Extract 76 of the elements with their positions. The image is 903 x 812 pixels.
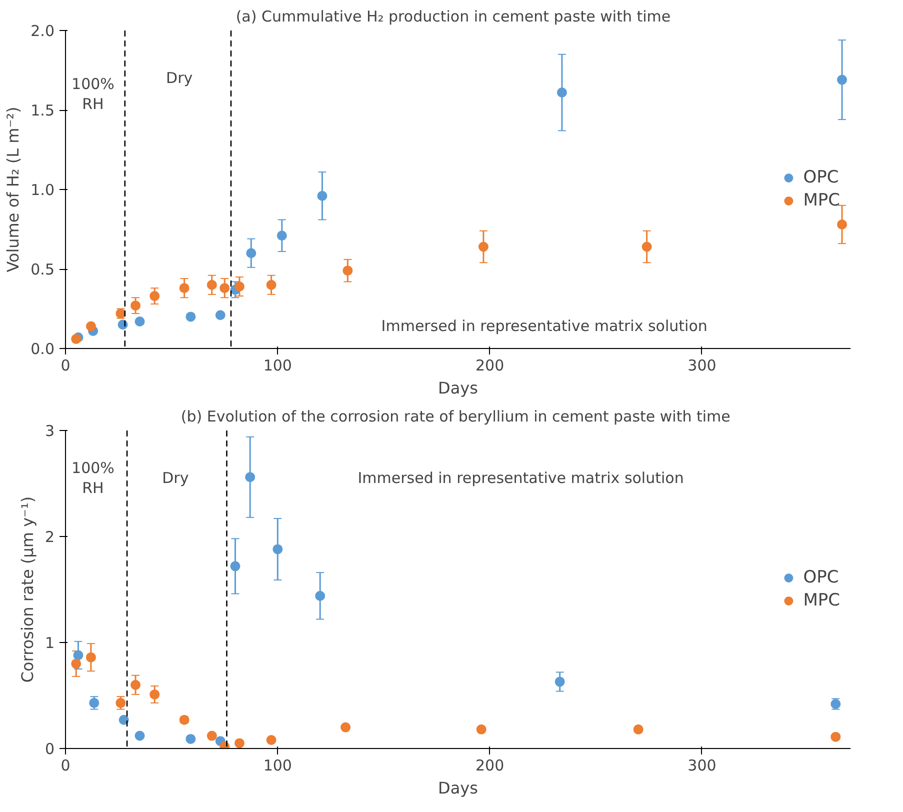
- point: [86, 321, 96, 332]
- point: [179, 283, 190, 294]
- point: [315, 590, 326, 601]
- point: [830, 732, 841, 742]
- point: [476, 724, 486, 734]
- y-axis-title: Volume of H₂ (L m⁻²): [4, 106, 23, 272]
- point: [150, 291, 160, 302]
- x-tick-label: 100: [263, 356, 292, 374]
- point: [234, 738, 244, 748]
- point: [230, 561, 240, 572]
- point: [89, 698, 100, 708]
- point: [234, 282, 244, 292]
- point: [245, 472, 256, 482]
- y-tick-label: 0.0: [30, 340, 55, 358]
- point: [134, 316, 145, 326]
- x-axis-title: Days: [438, 778, 478, 798]
- point: [478, 242, 488, 252]
- point: [554, 676, 565, 687]
- point: [118, 320, 128, 330]
- point: [342, 266, 353, 276]
- annotation: 100% RH: [72, 75, 114, 114]
- point: [272, 544, 283, 554]
- point: [206, 280, 217, 290]
- x-tick-label: 300: [688, 356, 716, 374]
- point: [73, 650, 84, 660]
- point: [186, 312, 196, 322]
- chart-title: (b) Evolution of the corrosion rate of beryllium in cement paste with time: [180, 408, 730, 426]
- chart-title: (a) Cummulative H₂ production in cement paste with time: [236, 8, 671, 26]
- point: [266, 280, 276, 290]
- x-tick-label: 0: [60, 356, 70, 374]
- x-tick-label: 200: [476, 356, 504, 374]
- point: [130, 300, 141, 311]
- point: [215, 310, 226, 320]
- point: [642, 242, 652, 252]
- y-tick-label: 1.0: [30, 181, 55, 199]
- point: [186, 734, 196, 744]
- legend-label: OPC: [803, 568, 839, 588]
- x-tick-label: 200: [476, 756, 504, 774]
- x-tick-label: 0: [60, 756, 70, 774]
- point: [246, 248, 256, 258]
- y-tick-label: 0.5: [30, 260, 55, 278]
- legend-label: OPC: [803, 168, 839, 188]
- x-axis-title: Days: [438, 378, 478, 398]
- y-tick-label: 0: [44, 740, 55, 758]
- point: [633, 724, 644, 734]
- annotation: 100% RH: [72, 459, 114, 498]
- point: [837, 74, 848, 85]
- point: [86, 652, 96, 662]
- annotation: Immersed in representative matrix solution: [358, 469, 684, 488]
- annotation: Dry: [162, 469, 189, 488]
- point: [116, 698, 126, 708]
- y-tick-label: 1: [44, 634, 55, 652]
- annotation: Immersed in representative matrix solution: [381, 317, 708, 336]
- point: [837, 219, 848, 230]
- legend-label: MPC: [803, 590, 840, 610]
- y-tick-label: 2.0: [30, 22, 55, 40]
- legend-label: MPC: [803, 190, 840, 210]
- annotation: Dry: [166, 69, 193, 88]
- point: [134, 730, 145, 741]
- point: [220, 283, 230, 294]
- point: [317, 190, 328, 201]
- point: [340, 722, 351, 732]
- point: [266, 735, 276, 746]
- point: [118, 714, 129, 725]
- point: [130, 680, 141, 690]
- x-tick-label: 100: [263, 756, 292, 774]
- y-tick-label: 1.5: [30, 102, 55, 120]
- x-tick-label: 300: [688, 756, 716, 774]
- point: [556, 88, 567, 98]
- y-tick-label: 2: [44, 528, 55, 546]
- y-axis-title: Corrosion rate (µm y⁻¹): [18, 496, 37, 683]
- point: [71, 658, 82, 669]
- point: [276, 230, 287, 241]
- y-tick-label: 3: [44, 422, 55, 440]
- point: [150, 689, 160, 700]
- point: [206, 730, 217, 741]
